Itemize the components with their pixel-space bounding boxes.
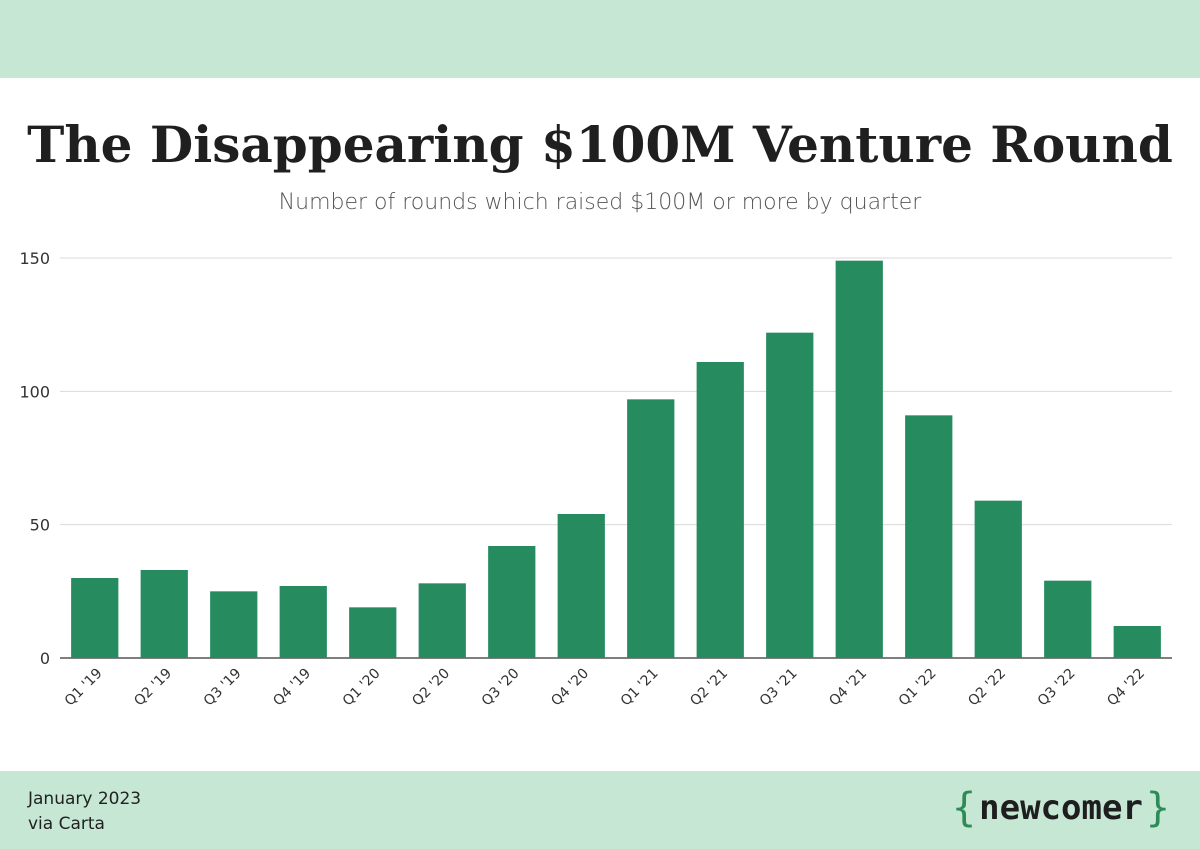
x-tick-label: Q3 '22 xyxy=(1035,666,1079,710)
x-tick-label: Q2 '22 xyxy=(965,666,1009,710)
bar xyxy=(1113,626,1161,658)
chart-title: The Disappearing $100M Venture Round xyxy=(27,115,1173,174)
bar xyxy=(627,399,675,658)
bar xyxy=(835,260,883,658)
top-band xyxy=(0,0,1200,78)
y-tick-label: 100 xyxy=(19,382,50,401)
x-tick-label: Q4 '20 xyxy=(548,666,592,710)
x-tick-label: Q2 '20 xyxy=(409,666,453,710)
y-tick-label: 50 xyxy=(30,516,50,535)
x-tick-label: Q4 '19 xyxy=(270,666,314,710)
x-tick-label: Q1 '20 xyxy=(340,666,384,710)
x-tick-label: Q4 '22 xyxy=(1104,666,1148,710)
x-tick-label: Q3 '20 xyxy=(479,666,523,710)
chart-subtitle: Number of rounds which raised $100M or m… xyxy=(278,190,922,215)
footer-date: January 2023 xyxy=(28,789,142,809)
bar xyxy=(696,362,744,658)
bar xyxy=(140,570,188,658)
brand-logo: { newcomer } xyxy=(952,788,1170,828)
x-tick-label: Q1 '22 xyxy=(896,666,940,710)
x-tick-label: Q2 '21 xyxy=(687,666,731,710)
bar xyxy=(1044,580,1092,658)
brand-wordmark: newcomer xyxy=(979,788,1143,828)
x-tick-label: Q3 '19 xyxy=(201,666,245,710)
bar xyxy=(974,500,1022,658)
y-tick-label: 150 xyxy=(19,249,50,268)
brand-open-brace: { xyxy=(952,785,977,831)
bar xyxy=(766,332,814,658)
bar xyxy=(557,514,605,658)
bar xyxy=(210,591,258,658)
bottom-band xyxy=(0,771,1200,849)
brand-close-brace: } xyxy=(1145,785,1170,831)
y-tick-label: 0 xyxy=(40,649,50,668)
bar xyxy=(905,415,953,658)
bar xyxy=(71,578,119,658)
x-tick-label: Q1 '21 xyxy=(618,666,662,710)
bar xyxy=(418,583,466,658)
bar xyxy=(488,546,536,658)
x-tick-label: Q2 '19 xyxy=(131,666,175,710)
x-tick-label: Q4 '21 xyxy=(826,666,870,710)
bar xyxy=(279,586,327,658)
x-tick-label: Q1 '19 xyxy=(62,666,106,710)
footer-source: via Carta xyxy=(28,814,105,834)
x-tick-label: Q3 '21 xyxy=(757,666,801,710)
bar xyxy=(349,607,397,658)
